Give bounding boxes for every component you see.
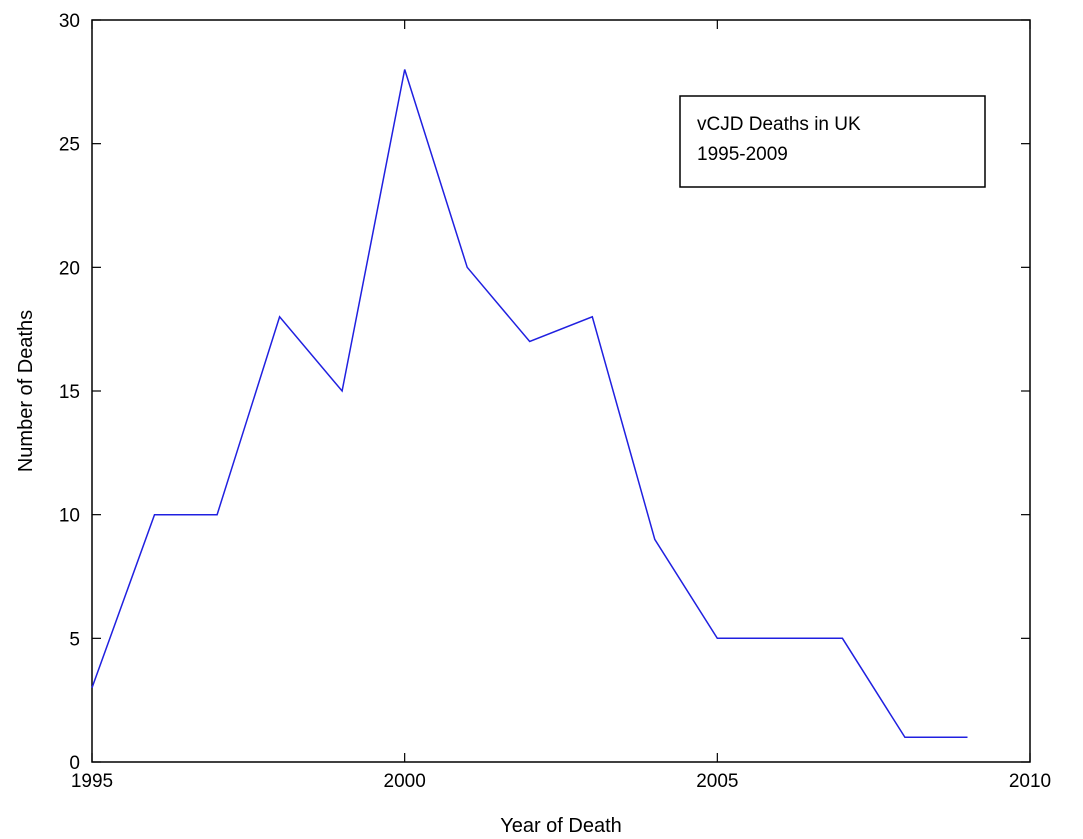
y-tick-label: 5	[69, 629, 80, 650]
annotation-box: vCJD Deaths in UK 1995-2009	[679, 95, 986, 188]
axis-ticks	[91, 19, 1031, 763]
annotation-frame	[679, 95, 986, 188]
x-tick-label: 2000	[384, 771, 426, 792]
x-tick-label: 2010	[1009, 771, 1051, 792]
y-tick-label: 20	[59, 258, 80, 279]
series-line	[91, 69, 968, 739]
y-tick-label: 10	[59, 506, 80, 527]
y-tick-label: 25	[59, 135, 80, 156]
y-tick-label: 0	[69, 753, 80, 774]
x-axis-label: Year of Death	[500, 815, 622, 837]
y-axis-label: Number of Deaths	[15, 310, 37, 472]
y-tick-label: 30	[59, 11, 80, 32]
annotation-line-1: vCJD Deaths in UK	[697, 114, 861, 135]
y-tick-label: 15	[59, 382, 80, 403]
tick-labels: 1995 2000 2005 2010 0 5 10 15 20 25 30	[59, 11, 1051, 792]
x-tick-label: 1995	[71, 771, 113, 792]
x-tick-label: 2005	[696, 771, 738, 792]
annotation-line-2: 1995-2009	[697, 144, 788, 165]
